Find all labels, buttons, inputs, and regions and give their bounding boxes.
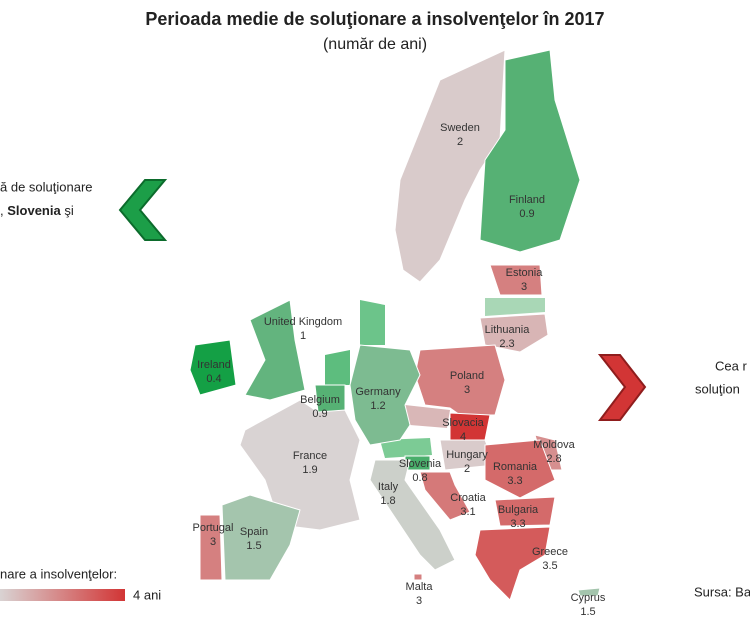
country-name: Estonia — [506, 267, 544, 279]
title: Perioada medie de soluţionare a insolven… — [145, 9, 604, 29]
country-shape — [419, 471, 471, 521]
country-shape — [239, 399, 361, 531]
country-value: 3 — [464, 384, 470, 396]
country-name: Spain — [240, 526, 268, 538]
country-name: Hungary — [446, 449, 488, 461]
country-shape — [199, 514, 223, 581]
country-shape — [360, 300, 385, 345]
country-name: Poland — [450, 370, 484, 382]
country-value: 0.8 — [412, 472, 427, 484]
country-name: Romania — [493, 461, 538, 473]
country-name: Germany — [355, 386, 401, 398]
country-shape — [577, 587, 601, 597]
country-name: Lithuania — [485, 324, 531, 336]
source: Sursa: Bar — [694, 584, 750, 599]
country-value: 3 — [210, 536, 216, 548]
text: şi — [64, 203, 74, 218]
arrow-left — [118, 179, 168, 241]
country-value: 3 — [521, 281, 527, 293]
country-shape — [221, 494, 301, 581]
country-name: United Kingdom — [264, 316, 342, 328]
country-shape — [244, 299, 306, 401]
country-value: 4 — [460, 431, 466, 443]
country-value: 0.9 — [519, 208, 534, 220]
country-name: Ireland — [197, 359, 231, 371]
country-name: Croatia — [450, 492, 486, 504]
country-value: 1.5 — [580, 606, 595, 618]
country-name: Malta — [406, 581, 434, 593]
country-shape — [380, 438, 432, 458]
country-name: Finland — [509, 194, 545, 206]
country-shape — [369, 459, 456, 571]
country-value: 3.5 — [542, 560, 557, 572]
country-value: 3 — [416, 595, 422, 607]
left-note: ă de soluţionare — [0, 179, 93, 194]
country-shape — [189, 339, 237, 396]
country-name: Moldova — [533, 439, 575, 451]
country-value: 2.3 — [499, 338, 514, 350]
countries — [189, 49, 601, 601]
country-value: 1.5 — [246, 540, 261, 552]
country-name: Slovenia — [399, 458, 442, 470]
text: , — [0, 203, 4, 218]
country-value: 1.9 — [302, 464, 317, 476]
right-note: soluţion — [695, 381, 740, 396]
country-shape — [479, 313, 549, 353]
text: Slovenia — [7, 203, 61, 218]
country-name: Belgium — [300, 394, 340, 406]
country-name: Cyprus — [571, 592, 606, 604]
legend-label: 4 ani — [133, 587, 161, 602]
country-shape — [394, 49, 506, 283]
country-value: 0.9 — [312, 408, 327, 420]
country-value: 2 — [464, 463, 470, 475]
country-shape — [479, 49, 581, 253]
country-shape — [485, 298, 545, 316]
country-shape — [405, 405, 450, 428]
country-value: 2 — [457, 136, 463, 148]
country-shape — [413, 573, 423, 581]
country-value: 1.8 — [380, 495, 395, 507]
country-name: Italy — [378, 481, 399, 493]
country-shape — [325, 350, 350, 385]
legend-bar — [0, 589, 125, 601]
legend-title: nare a insolvenţelor: — [0, 566, 117, 581]
country-shape — [484, 439, 556, 499]
country-name: Portugal — [193, 522, 234, 534]
subtitle: (număr de ani) — [323, 36, 427, 53]
right-note: Cea r — [715, 358, 747, 373]
country-name: Greece — [532, 546, 568, 558]
country-name: Slovacia — [442, 417, 484, 429]
left-note: , Slovenia şi — [0, 203, 74, 218]
country-value: 3.3 — [510, 518, 525, 530]
country-shape — [494, 496, 556, 527]
country-value: 2.8 — [546, 453, 561, 465]
country-value: 1 — [300, 330, 306, 342]
country-shape — [349, 344, 421, 446]
arrow-right — [597, 354, 647, 421]
country-shape — [489, 264, 543, 296]
country-name: Sweden — [440, 122, 480, 134]
country-name: France — [293, 450, 327, 462]
country-value: 0.4 — [206, 373, 221, 385]
country-shape — [474, 526, 551, 601]
country-value: 1.2 — [370, 400, 385, 412]
country-value: 3.1 — [460, 506, 475, 518]
country-value: 3.3 — [507, 475, 522, 487]
country-name: Bulgaria — [498, 504, 539, 516]
